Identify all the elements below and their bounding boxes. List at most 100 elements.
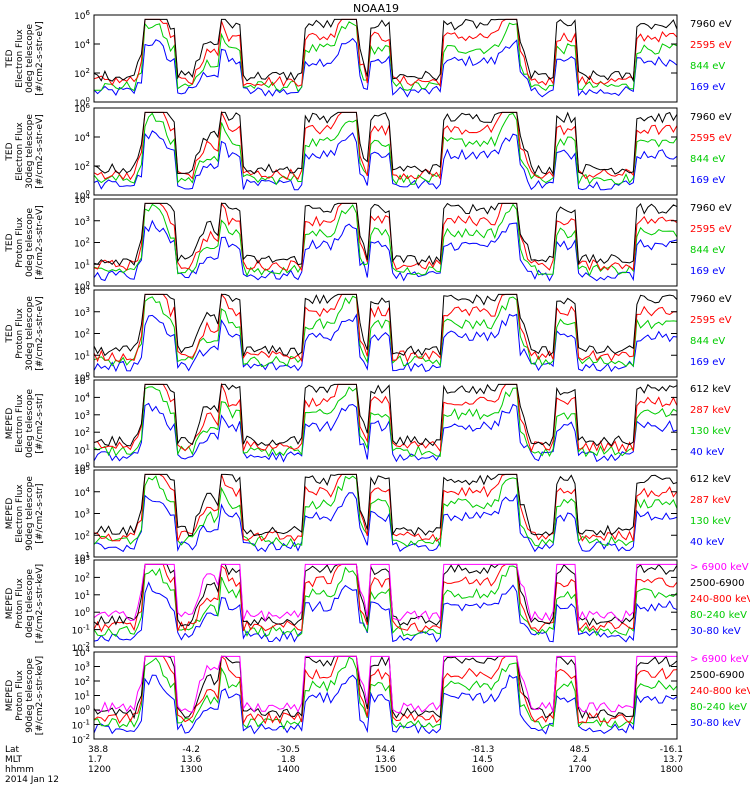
y-tick-label: 101 <box>74 589 90 602</box>
x-tick-label-lat: -30.5 <box>277 745 300 755</box>
y-tick-label: 104 <box>74 391 90 404</box>
y-axis-label-line: MEPED <box>5 408 15 440</box>
y-tick-label: 100 <box>74 371 90 384</box>
y-tick-label: 102 <box>74 426 90 439</box>
y-tick-label: 102 <box>74 675 90 688</box>
y-axis-label-line: [#/cm2-s-str] <box>35 393 45 453</box>
y-tick-label: 102 <box>74 67 90 80</box>
x-tick-label-mlt: 1.8 <box>281 755 296 765</box>
y-axis-label-line: MEPED <box>5 680 15 712</box>
legend-entry: 80-240 keV <box>690 610 747 621</box>
series-7-5 <box>93 581 678 643</box>
series-4-4 <box>93 313 678 373</box>
y-tick-label: 10-1 <box>72 624 90 637</box>
y-tick-label: 101 <box>74 551 90 564</box>
y-tick-label: 103 <box>74 661 90 674</box>
y-tick-label: 103 <box>74 554 90 567</box>
y-tick-label: 100 <box>74 461 90 474</box>
x-tick-label-hhmm: 1400 <box>277 765 300 775</box>
y-tick-label: 103 <box>74 215 90 228</box>
legend-entry: 30-80 keV <box>690 718 741 729</box>
legend-entry: > 6900 keV <box>690 562 749 573</box>
y-axis-label-line: Proton Flux <box>15 578 25 629</box>
y-axis-label-line: Electron Flux <box>15 122 25 181</box>
y-tick-label: 106 <box>74 9 90 22</box>
panel-2-frame <box>93 107 678 196</box>
series-5-1 <box>93 383 678 447</box>
legend-entry: 844 eV <box>690 61 725 72</box>
x-axis-date: 2014 Jan 12 <box>5 775 59 785</box>
y-tick-label: 102 <box>74 237 90 250</box>
y-tick-label: 10-2 <box>72 641 90 654</box>
y-tick-label: 105 <box>74 374 90 387</box>
x-tick-label-lat: 48.5 <box>570 745 590 755</box>
series-3-1 <box>93 202 678 266</box>
x-tick-label-lat: -16.1 <box>660 745 683 755</box>
x-tick-label-lat: -81.3 <box>471 745 494 755</box>
panel-5-frame <box>93 379 678 468</box>
legend-entry: 7960 eV <box>690 112 732 123</box>
y-tick-label: 102 <box>74 529 90 542</box>
legend-entry: 2500-6900 <box>690 670 745 681</box>
series-7-1 <box>93 563 677 623</box>
legend-entry: 130 keV <box>690 516 731 527</box>
y-axis-label-line: [#/cm2-s-str-keV] <box>35 564 45 643</box>
panel-6: 101 102 103 104 105 MEPED Electron Flux 90deg t… <box>5 464 731 564</box>
y-tick-label: 101 <box>74 444 90 457</box>
legend-entry: 7960 eV <box>690 294 732 305</box>
y-tick-label: 10-2 <box>72 733 90 746</box>
y-axis-label-line: 0deg telescope <box>25 569 35 639</box>
series-7-3 <box>93 563 678 633</box>
y-tick-label: 104 <box>74 646 90 659</box>
panel-5-traces <box>93 382 678 463</box>
series-2-1 <box>93 111 678 176</box>
legend-entry: > 6900 keV <box>690 654 749 665</box>
panel-7-frame <box>93 559 678 648</box>
y-axis-label-line: [#/cm2-s-str-eV] <box>35 205 45 280</box>
legend-entry: 40 keV <box>690 447 724 458</box>
y-axis-label-line: [#/cm2-s-str-eV] <box>35 21 45 96</box>
x-axis-row-label: hhmm <box>5 765 34 775</box>
legend-entry: 169 eV <box>690 266 725 277</box>
x-tick-label-lat: 38.8 <box>88 745 108 755</box>
y-tick-label: 100 <box>74 189 90 202</box>
y-axis-label-line: TED <box>5 49 15 68</box>
y-tick-label: 100 <box>74 704 90 717</box>
series-3-4 <box>93 219 678 282</box>
y-axis-label-line: [#/cm2-s-str-eV] <box>35 114 45 189</box>
x-tick-label-mlt: 14.5 <box>473 755 493 765</box>
panel-2: 100 102 104 106 TED Electron Flux 30deg telesc… <box>5 102 732 202</box>
panel-8-traces <box>93 655 678 735</box>
y-axis-label-line: 0deg telescope <box>25 208 35 278</box>
panel-4: 100 101 102 103 104 TED Proton Flux 30deg teles… <box>5 284 732 384</box>
y-tick-label: 101 <box>74 258 90 271</box>
legend-entry: 7960 eV <box>690 203 732 214</box>
y-tick-label: 10-1 <box>72 719 90 732</box>
series-1-1 <box>93 18 678 83</box>
x-tick-label-lat: -4.2 <box>182 745 200 755</box>
legend-entry: 612 keV <box>690 474 731 485</box>
y-tick-label: 100 <box>74 96 90 109</box>
y-tick-label: 101 <box>74 690 90 703</box>
legend-entry: 169 eV <box>690 82 725 93</box>
y-axis-label-line: Electron Flux <box>15 484 25 543</box>
series-2-4 <box>93 130 678 191</box>
series-4-3 <box>93 295 678 368</box>
series-8-4 <box>93 656 678 730</box>
y-tick-label: 105 <box>74 464 90 477</box>
series-5-2 <box>93 382 678 453</box>
x-tick-label-lat: 54.4 <box>375 745 395 755</box>
series-1-2 <box>93 18 678 88</box>
x-axis-row-label: MLT <box>5 755 23 765</box>
legend-entry: 2595 eV <box>690 224 732 235</box>
y-tick-label: 106 <box>74 102 90 115</box>
series-6-1 <box>93 473 678 537</box>
y-axis-label-line: Proton Flux <box>15 217 25 268</box>
series-2-3 <box>93 112 678 186</box>
panel-6-frame <box>93 469 678 558</box>
legend-entry: 2500-6900 <box>690 578 745 589</box>
y-tick-label: 102 <box>74 328 90 341</box>
